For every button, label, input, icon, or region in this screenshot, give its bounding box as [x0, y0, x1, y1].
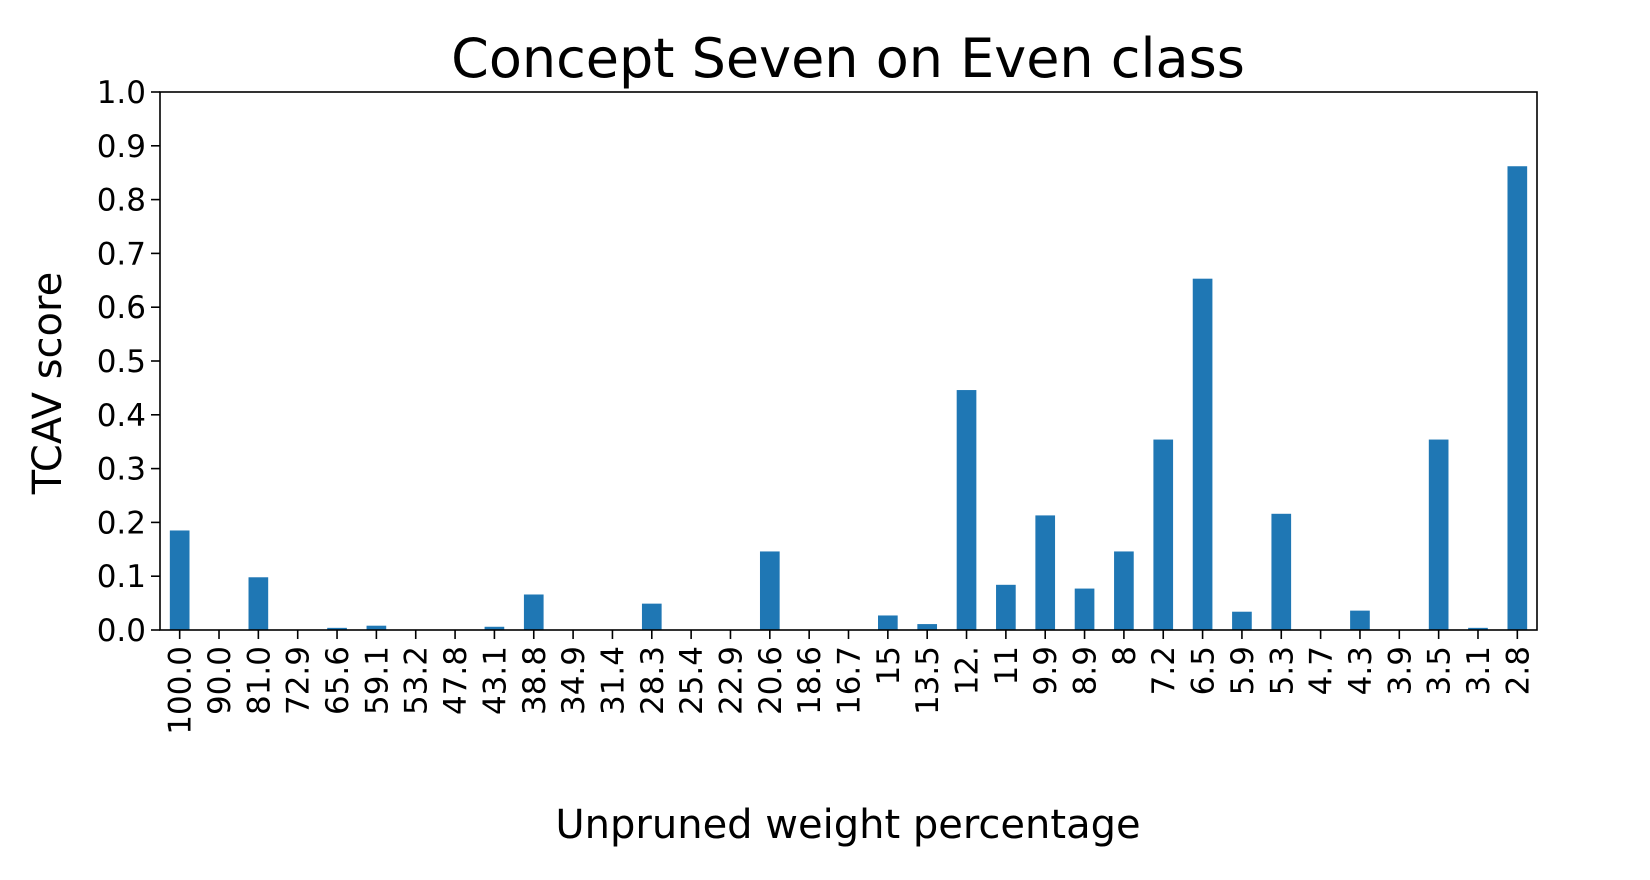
x-tick-label: 34.9 [556, 646, 592, 715]
bar-20.6 [759, 551, 780, 630]
bar-59.1 [366, 625, 387, 630]
bar-15 [878, 615, 898, 630]
bar-100.0 [169, 530, 190, 630]
x-tick-label: 25.4 [674, 646, 710, 715]
x-tick-label: 90.0 [202, 646, 238, 715]
x-tick-label: 53.2 [399, 646, 435, 715]
x-tick-label: 15 [871, 646, 907, 685]
x-tick-label: 16.7 [832, 646, 868, 715]
x-tick-label: 31.4 [595, 646, 631, 715]
bar-43.1 [484, 626, 505, 630]
x-tick-label: 22.9 [713, 646, 749, 715]
bar-3.1 [1468, 627, 1488, 630]
y-tick-label: 0.9 [97, 129, 146, 165]
x-tick-label: 38.8 [517, 646, 553, 715]
y-tick-label: 0.5 [97, 344, 146, 380]
bar-6.5 [1192, 278, 1213, 630]
x-tick-label: 3.5 [1422, 646, 1458, 695]
y-axis-label: TCAV score [25, 272, 71, 495]
x-axis: 100.0 90.0 81.0 72.9 65.6 59.1 53.2 47.8 43.1 38.… [163, 630, 1536, 735]
y-axis: 0.0 0.1 0.2 0.3 0.4 0.5 0.6 0.7 0.8 0.9 1.0 [97, 75, 160, 649]
x-tick-label: 47.8 [438, 646, 474, 715]
x-tick-label: 4.7 [1304, 646, 1340, 695]
x-tick-label: 11 [989, 646, 1025, 685]
plot-frame [159, 91, 1538, 631]
x-tick-label: 65.6 [320, 646, 356, 715]
bar-13.5 [917, 624, 938, 630]
bar-9.9 [1035, 515, 1056, 630]
x-tick-label: 8.9 [1068, 646, 1104, 695]
bar-5.3 [1271, 513, 1292, 630]
bar-12. [956, 390, 977, 630]
x-axis-label: Unpruned weight percentage [555, 802, 1140, 848]
bar-7.2 [1153, 439, 1174, 630]
x-tick-label: 6.5 [1186, 646, 1222, 695]
x-tick-label: 18.6 [792, 646, 828, 715]
x-tick-label: 72.9 [281, 646, 317, 715]
x-tick-label: 43.1 [477, 646, 513, 715]
x-tick-label: 8 [1107, 646, 1143, 666]
x-tick-label: 100.0 [163, 646, 199, 735]
x-tick-label: 3.1 [1461, 646, 1497, 695]
x-tick-label: 12. [950, 646, 986, 695]
x-tick-label: 28.3 [635, 646, 671, 715]
y-tick-label: 0.3 [97, 452, 146, 488]
x-tick-label: 81.0 [241, 646, 277, 715]
x-tick-label: 9.9 [1028, 646, 1064, 695]
bar-3.5 [1428, 439, 1449, 630]
y-tick-label: 0.6 [97, 290, 146, 326]
x-tick-label: 3.9 [1382, 646, 1418, 695]
bar-38.8 [523, 594, 544, 630]
y-tick-label: 0.2 [97, 505, 146, 541]
y-tick-label: 0.0 [97, 613, 146, 649]
bar-11 [996, 584, 1016, 630]
y-tick-label: 1.0 [97, 75, 146, 111]
bar-81.0 [248, 577, 269, 630]
bar-65.6 [327, 627, 347, 630]
x-tick-label: 4.3 [1343, 646, 1379, 695]
x-tick-label: 5.9 [1225, 646, 1261, 695]
chart-title: Concept Seven on Even class [451, 27, 1245, 90]
x-tick-label: 59.1 [359, 646, 395, 715]
y-tick-label: 0.1 [97, 559, 146, 595]
bar-8.9 [1074, 588, 1095, 630]
x-tick-label: 5.3 [1264, 646, 1300, 695]
x-tick-label: 2.8 [1500, 646, 1536, 695]
bar-2.8 [1507, 166, 1528, 631]
y-tick-label: 0.8 [97, 183, 146, 219]
y-tick-label: 0.7 [97, 236, 146, 272]
bars-group [169, 166, 1528, 631]
bar-8 [1114, 551, 1134, 630]
bar-28.3 [641, 603, 662, 630]
x-tick-label: 13.5 [910, 646, 946, 715]
x-tick-label: 20.6 [753, 646, 789, 715]
y-tick-label: 0.4 [97, 398, 146, 434]
bar-4.3 [1350, 610, 1370, 630]
bar-5.9 [1232, 611, 1252, 630]
x-tick-label: 7.2 [1146, 646, 1182, 695]
